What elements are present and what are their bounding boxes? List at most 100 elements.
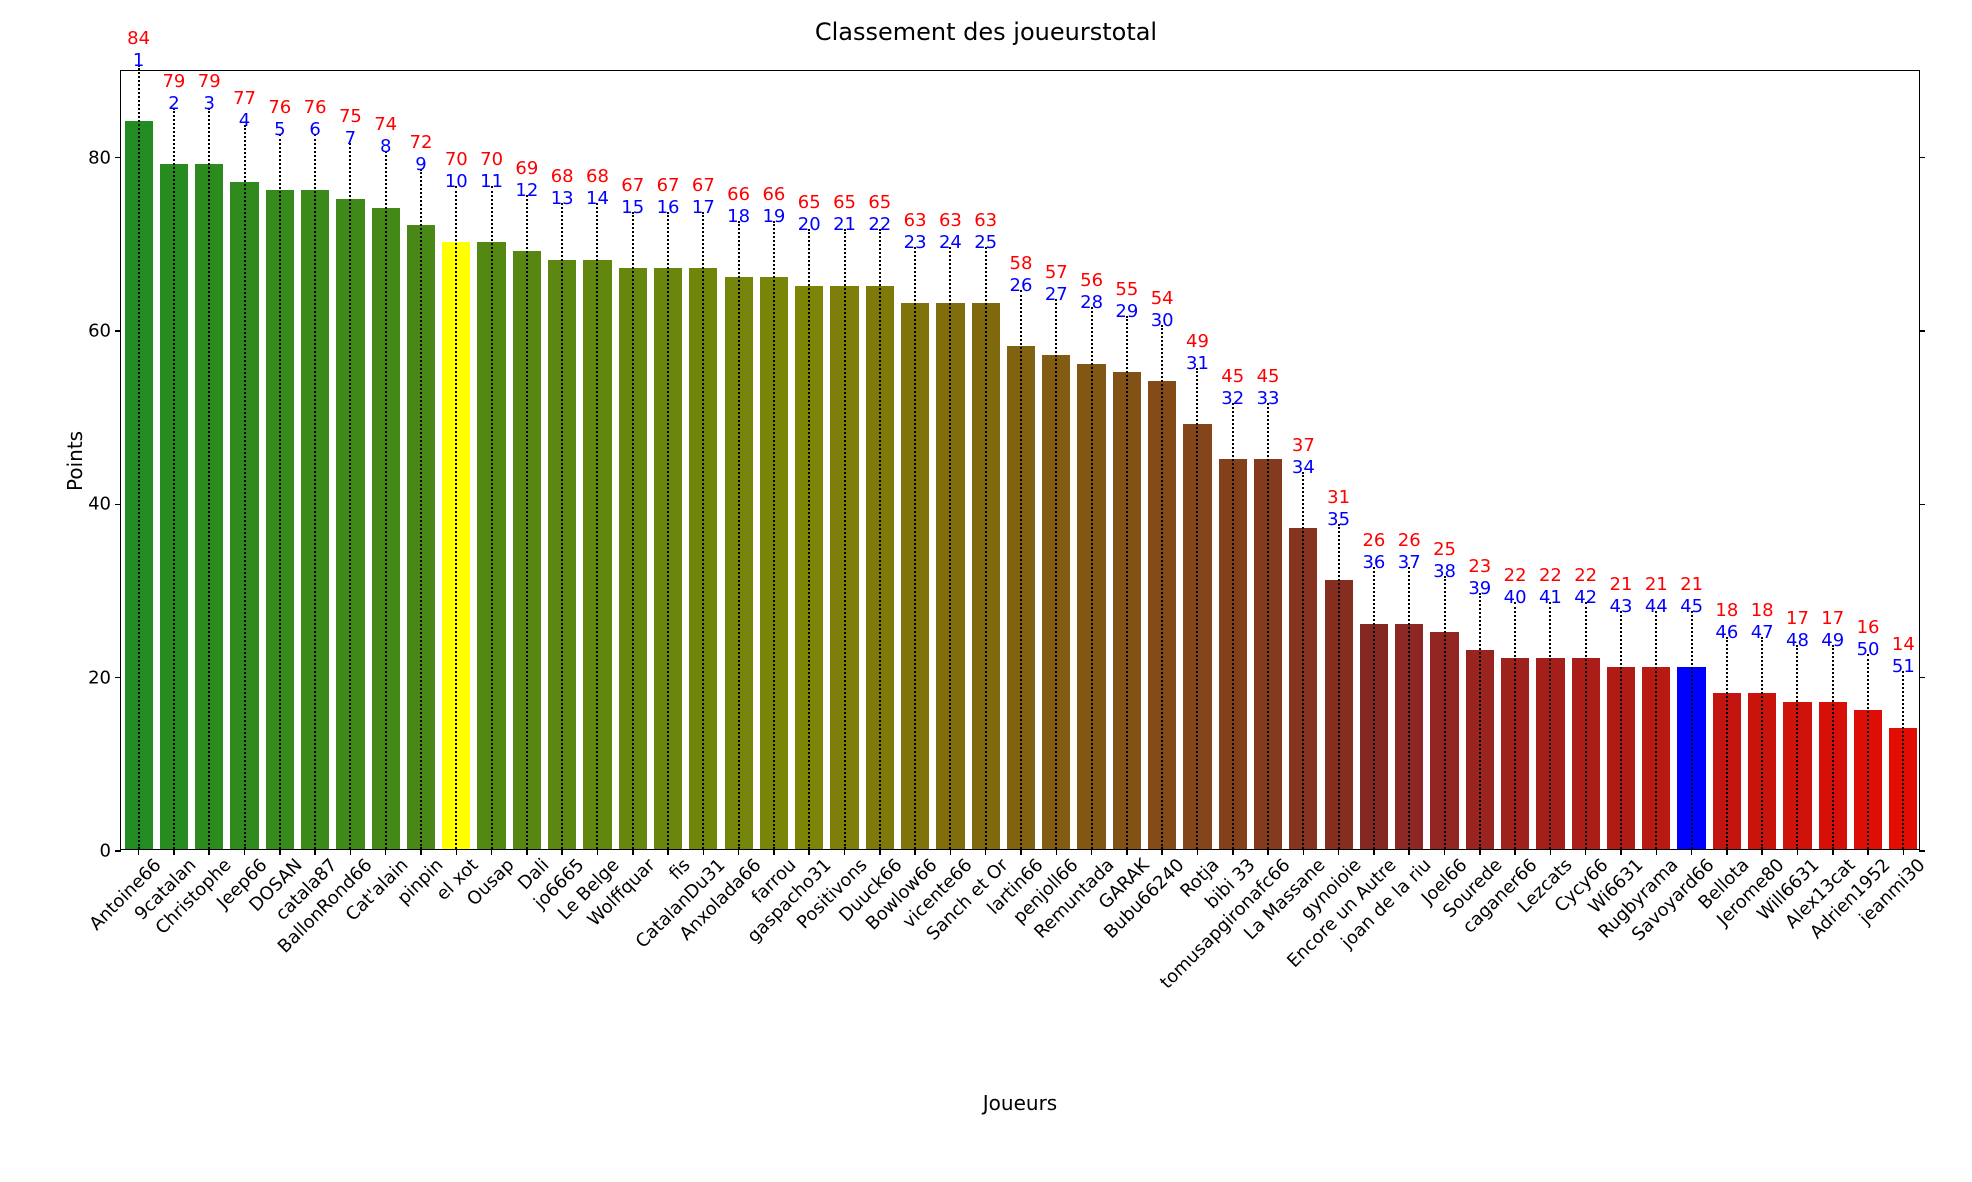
bar-dotted-line — [173, 108, 175, 849]
bar-rank-label: 49 — [1821, 630, 1844, 651]
bar-slot: 1667 — [654, 69, 682, 849]
bar-slot: 3345 — [1254, 69, 1282, 849]
ytick-mark — [1919, 504, 1925, 506]
bar-value-label: 55 — [1115, 279, 1138, 300]
y-axis-label: Points — [63, 431, 87, 491]
bar-dotted-line — [1161, 325, 1163, 849]
bar-dotted-line — [1902, 671, 1904, 849]
bar-dotted-line — [1091, 307, 1093, 849]
bar-value-label: 75 — [339, 106, 362, 127]
bar-dotted-line — [455, 186, 457, 849]
bar-rank-label: 28 — [1080, 292, 1103, 313]
bar-dotted-line — [1408, 567, 1410, 849]
bar-slot: 477 — [230, 69, 258, 849]
bar-slot: 3726 — [1395, 69, 1423, 849]
bar-value-label: 49 — [1186, 331, 1209, 352]
bar-value-label: 63 — [904, 210, 927, 231]
bar-dotted-line — [632, 212, 634, 849]
bar-value-label: 67 — [692, 175, 715, 196]
bar-dotted-line — [1338, 524, 1340, 849]
bar-dotted-line — [1232, 403, 1234, 849]
bar-dotted-line — [1655, 611, 1657, 849]
bar-rank-label: 11 — [480, 171, 503, 192]
bar-slot: 3245 — [1219, 69, 1247, 849]
bar-slot: 3626 — [1360, 69, 1388, 849]
ytick-mark — [115, 504, 121, 506]
bar-slot: 4817 — [1783, 69, 1811, 849]
bar-dotted-line — [1126, 316, 1128, 849]
bar-rank-label: 39 — [1468, 578, 1491, 599]
bar-value-label: 22 — [1504, 565, 1527, 586]
bar-slot: 4521 — [1677, 69, 1705, 849]
plot-area: 020406080PointsJoueurs184Antoine662799ca… — [120, 70, 1920, 850]
bar-rank-label: 1 — [133, 50, 144, 71]
bar-dotted-line — [1373, 567, 1375, 849]
bar-value-label: 17 — [1821, 608, 1844, 629]
bar-rank-label: 18 — [727, 206, 750, 227]
bar-dotted-line — [279, 134, 281, 849]
bar-slot: 4718 — [1748, 69, 1776, 849]
bar-slot: 4321 — [1607, 69, 1635, 849]
bar-rank-label: 34 — [1292, 457, 1315, 478]
bar-rank-label: 9 — [415, 154, 426, 175]
bar-slot: 1070 — [442, 69, 470, 849]
bar-rank-label: 15 — [621, 197, 644, 218]
bar-value-label: 16 — [1857, 617, 1880, 638]
bar-value-label: 21 — [1610, 574, 1633, 595]
bar-value-label: 84 — [127, 28, 150, 49]
bar-rank-label: 23 — [904, 232, 927, 253]
bar-rank-label: 20 — [798, 214, 821, 235]
bar-rank-label: 32 — [1221, 388, 1244, 409]
bar-slot: 184 — [125, 69, 153, 849]
bar-slot: 4618 — [1713, 69, 1741, 849]
bar-value-label: 69 — [515, 158, 538, 179]
bar-value-label: 68 — [586, 166, 609, 187]
bar-dotted-line — [1832, 645, 1834, 849]
bar-value-label: 79 — [162, 71, 185, 92]
bar-dotted-line — [1444, 576, 1446, 849]
bar-rank-label: 19 — [762, 206, 785, 227]
bar-slot: 3825 — [1430, 69, 1458, 849]
bar-slot: 2265 — [866, 69, 894, 849]
bar-rank-label: 42 — [1574, 587, 1597, 608]
bar-slot: 279 — [160, 69, 188, 849]
bar-slot: 2563 — [972, 69, 1000, 849]
bar-slot: 1269 — [513, 69, 541, 849]
bar-value-label: 65 — [868, 192, 891, 213]
bar-slot: 5114 — [1889, 69, 1917, 849]
bar-value-label: 56 — [1080, 270, 1103, 291]
bar-dotted-line — [1585, 602, 1587, 849]
bar-value-label: 70 — [480, 149, 503, 170]
bar-rank-label: 43 — [1610, 596, 1633, 617]
bar-value-label: 65 — [798, 192, 821, 213]
ytick-mark — [115, 677, 121, 679]
bar-rank-label: 51 — [1892, 656, 1915, 677]
bar-dotted-line — [844, 229, 846, 849]
bar-value-label: 77 — [233, 88, 256, 109]
bar-dotted-line — [1020, 290, 1022, 849]
bar-rank-label: 48 — [1786, 630, 1809, 651]
bar-rank-label: 47 — [1751, 622, 1774, 643]
chart-title: Classement des joueurstotal — [0, 18, 1972, 46]
bar-rank-label: 30 — [1151, 310, 1174, 331]
bar-value-label: 70 — [445, 149, 468, 170]
bar-value-label: 79 — [198, 71, 221, 92]
bar-value-label: 18 — [1751, 600, 1774, 621]
bar-dotted-line — [914, 247, 916, 849]
bar-dotted-line — [349, 143, 351, 849]
bar-rank-label: 26 — [1010, 275, 1033, 296]
bar-value-label: 65 — [833, 192, 856, 213]
bar-rank-label: 35 — [1327, 509, 1350, 530]
bar-value-label: 58 — [1010, 253, 1033, 274]
bar-rank-label: 33 — [1257, 388, 1280, 409]
bar-rank-label: 21 — [833, 214, 856, 235]
bar-slot: 2757 — [1042, 69, 1070, 849]
bar-rank-label: 5 — [274, 119, 285, 140]
bar-rank-label: 8 — [380, 136, 391, 157]
bar-slot: 676 — [301, 69, 329, 849]
bar-value-label: 63 — [974, 210, 997, 231]
bar-rank-label: 3 — [203, 93, 214, 114]
bar-value-label: 66 — [727, 184, 750, 205]
bar-slot: 2165 — [830, 69, 858, 849]
bar-rank-label: 40 — [1504, 587, 1527, 608]
